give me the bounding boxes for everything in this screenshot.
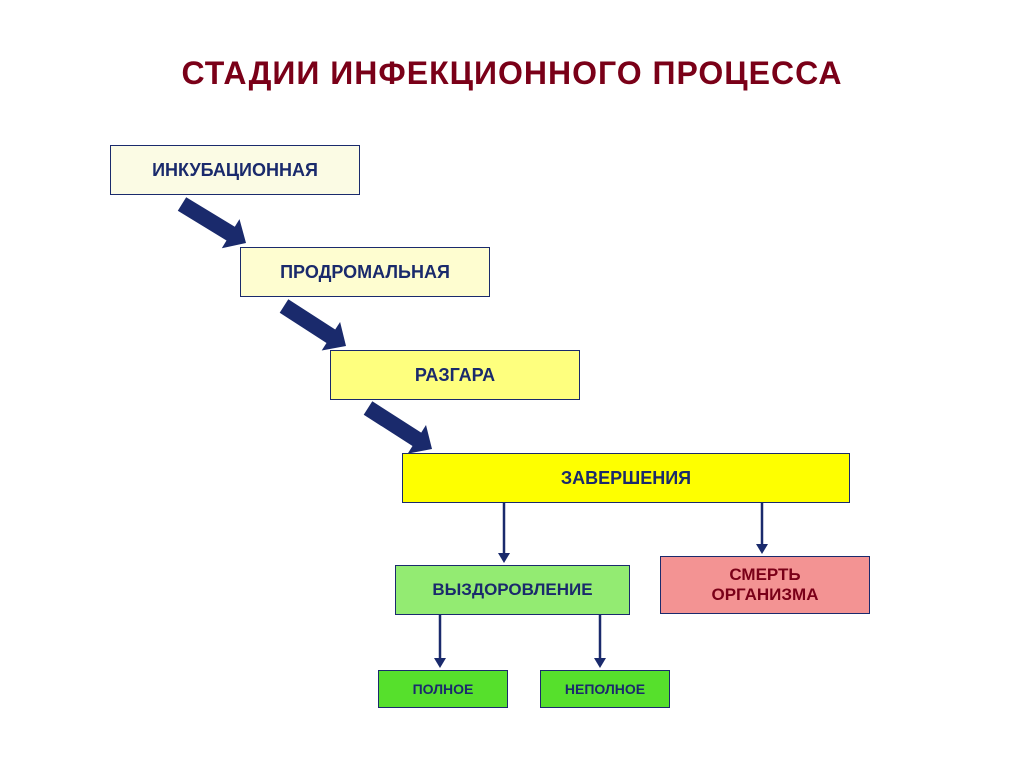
thick-arrow xyxy=(364,401,432,453)
thin-arrow-head xyxy=(498,553,510,563)
node-label: СМЕРТЬОРГАНИЗМА xyxy=(712,565,819,604)
node-recovery: ВЫЗДОРОВЛЕНИЕ xyxy=(395,565,630,615)
thin-arrow-head xyxy=(756,544,768,554)
node-partial: НЕПОЛНОЕ xyxy=(540,670,670,708)
diagram-canvas: СТАДИИ ИНФЕКЦИОННОГО ПРОЦЕССА ИНКУБАЦИОН… xyxy=(0,0,1024,767)
node-completion: ЗАВЕРШЕНИЯ xyxy=(402,453,850,503)
thick-arrow xyxy=(178,197,246,248)
node-peak: РАЗГАРА xyxy=(330,350,580,400)
thin-arrow-head xyxy=(594,658,606,668)
node-death: СМЕРТЬОРГАНИЗМА xyxy=(660,556,870,614)
thick-arrow xyxy=(280,299,346,350)
node-label: ПРОДРОМАЛЬНАЯ xyxy=(280,262,450,283)
node-label: ПОЛНОЕ xyxy=(413,681,474,697)
node-label: НЕПОЛНОЕ xyxy=(565,681,645,697)
node-label: ЗАВЕРШЕНИЯ xyxy=(561,468,691,489)
page-title: СТАДИИ ИНФЕКЦИОННОГО ПРОЦЕССА xyxy=(0,55,1024,92)
node-label: ИНКУБАЦИОННАЯ xyxy=(152,160,318,181)
node-incubation: ИНКУБАЦИОННАЯ xyxy=(110,145,360,195)
node-label: ВЫЗДОРОВЛЕНИЕ xyxy=(432,580,592,600)
node-full: ПОЛНОЕ xyxy=(378,670,508,708)
thin-arrow-head xyxy=(434,658,446,668)
node-prodromal: ПРОДРОМАЛЬНАЯ xyxy=(240,247,490,297)
node-label: РАЗГАРА xyxy=(415,365,495,386)
